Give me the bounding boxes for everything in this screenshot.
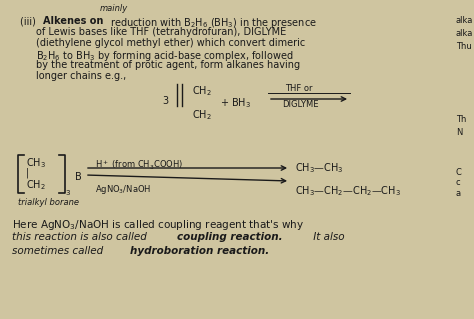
Text: alka: alka bbox=[456, 29, 474, 38]
Text: alka: alka bbox=[456, 16, 474, 25]
Text: CH$_3$: CH$_3$ bbox=[26, 156, 46, 170]
Text: THF or: THF or bbox=[285, 84, 312, 93]
Text: c: c bbox=[456, 178, 461, 187]
Text: C: C bbox=[456, 168, 462, 177]
Text: Alkenes on: Alkenes on bbox=[43, 16, 103, 26]
Text: N: N bbox=[456, 128, 462, 137]
Text: CH$_3$—CH$_3$: CH$_3$—CH$_3$ bbox=[295, 161, 344, 175]
Text: CH$_2$: CH$_2$ bbox=[192, 108, 212, 122]
Text: longer chains e.g.,: longer chains e.g., bbox=[36, 71, 126, 81]
Text: (iii): (iii) bbox=[20, 16, 39, 26]
Text: DIGLYME: DIGLYME bbox=[282, 100, 319, 109]
Text: trialkyl borane: trialkyl borane bbox=[18, 198, 79, 207]
Text: (diethylene glycol methyl ether) which convert dimeric: (diethylene glycol methyl ether) which c… bbox=[36, 38, 305, 48]
Text: |: | bbox=[26, 167, 29, 177]
Text: a: a bbox=[456, 189, 461, 198]
Text: Th: Th bbox=[456, 115, 466, 124]
Text: coupling reaction.: coupling reaction. bbox=[177, 232, 283, 242]
Text: B$_2$H$_6$ to BH$_3$ by forming acid-base complex, followed: B$_2$H$_6$ to BH$_3$ by forming acid-bas… bbox=[36, 49, 293, 63]
Text: B: B bbox=[75, 172, 82, 182]
Text: Thu: Thu bbox=[456, 42, 472, 51]
Text: 3: 3 bbox=[65, 190, 70, 196]
Text: CH$_3$—CH$_2$—CH$_2$—CH$_3$: CH$_3$—CH$_2$—CH$_2$—CH$_3$ bbox=[295, 184, 401, 198]
Text: 3: 3 bbox=[162, 96, 168, 106]
Text: Here AgNO$_3$/NaOH is called coupling reagent that's why: Here AgNO$_3$/NaOH is called coupling re… bbox=[12, 218, 304, 232]
Text: this reaction is also called: this reaction is also called bbox=[12, 232, 150, 242]
Text: CH$_2$: CH$_2$ bbox=[26, 178, 46, 192]
Text: + BH$_3$: + BH$_3$ bbox=[220, 96, 251, 110]
Text: of Lewis bases like THF (tetrahydrofuran), DIGLYME: of Lewis bases like THF (tetrahydrofuran… bbox=[36, 27, 286, 37]
Text: CH$_2$: CH$_2$ bbox=[192, 84, 212, 98]
Text: reduction with B$_2$H$_6$ (BH$_3$) in the presence: reduction with B$_2$H$_6$ (BH$_3$) in th… bbox=[107, 16, 317, 30]
Text: AgNO$_3$/NaOH: AgNO$_3$/NaOH bbox=[95, 183, 151, 196]
Text: by the treatment of protic agent, form alkanes having: by the treatment of protic agent, form a… bbox=[36, 60, 300, 70]
Text: H$^+$ (from CH$_3$COOH): H$^+$ (from CH$_3$COOH) bbox=[95, 159, 183, 172]
Text: It also: It also bbox=[310, 232, 345, 242]
Text: mainly: mainly bbox=[100, 4, 128, 13]
Text: hydroboration reaction.: hydroboration reaction. bbox=[130, 246, 269, 256]
Text: sometimes called: sometimes called bbox=[12, 246, 107, 256]
